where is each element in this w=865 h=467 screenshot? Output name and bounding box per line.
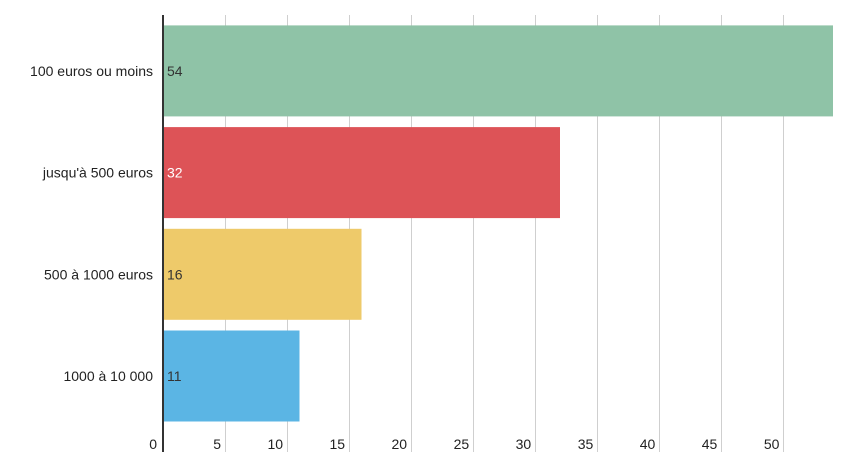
x-tick-label: 35 (578, 436, 594, 452)
x-tick-label: 40 (640, 436, 656, 452)
category-label: 100 euros ou moins (30, 63, 153, 79)
x-tick-label: 30 (516, 436, 532, 452)
x-tick-label: 0 (149, 436, 157, 452)
data-label: 54 (167, 63, 183, 79)
x-tick-label: 25 (454, 436, 470, 452)
x-tick-label: 45 (702, 436, 718, 452)
x-tick-label: 15 (330, 436, 346, 452)
bar (163, 127, 560, 219)
category-label: jusqu'à 500 euros (42, 165, 153, 181)
data-label: 16 (167, 266, 183, 282)
x-tick-label: 5 (213, 436, 221, 452)
category-label: 500 à 1000 euros (44, 266, 153, 282)
bar (163, 228, 362, 320)
labels: 54 100 euros ou moins 32 jusqu'à 500 euros 1… (30, 63, 780, 452)
x-tick-label: 50 (764, 436, 780, 452)
x-tick-label: 20 (392, 436, 408, 452)
bars (163, 25, 833, 422)
data-label: 11 (167, 368, 182, 384)
bar (163, 330, 300, 422)
category-label: 1000 à 10 000 (63, 368, 153, 384)
bar (163, 25, 833, 117)
data-label: 32 (167, 165, 183, 181)
x-tick-label: 10 (268, 436, 284, 452)
